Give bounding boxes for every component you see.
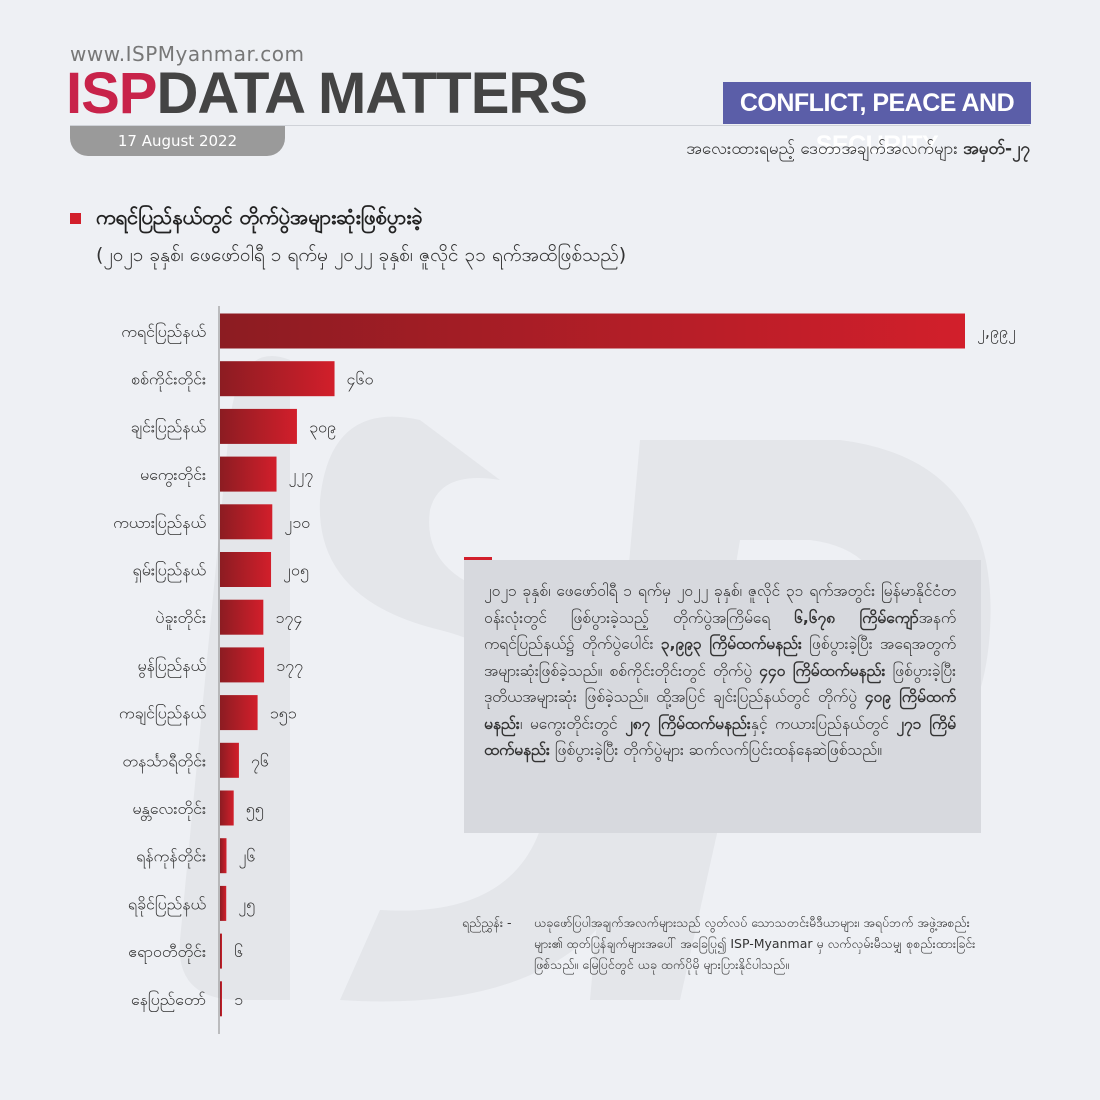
bar-8 xyxy=(220,647,265,683)
value-label: ၁၅၁ xyxy=(270,704,297,726)
bar-11 xyxy=(220,790,234,826)
category-label: မွန်ပြည်နယ် xyxy=(137,656,206,678)
category-label: ချင်းပြည်နယ် xyxy=(130,417,206,439)
category-label: နေပြည်တော် xyxy=(131,990,206,1012)
category-label: ကယားပြည်နယ် xyxy=(113,513,206,535)
issue-number: အမှတ်-၂၇ xyxy=(963,139,1030,159)
value-label: ၂,၉၉၂ xyxy=(977,322,1016,344)
note-accent-bar xyxy=(464,557,492,561)
bar-1 xyxy=(220,313,965,349)
issue-line: အလေးထားရမည့် ဒေတာအချက်အလက်များ အမှတ်-၂၇ xyxy=(686,138,1030,163)
value-label: ၂၆ xyxy=(238,847,255,869)
bar-14 xyxy=(220,933,222,969)
value-label: ၂၀၅ xyxy=(283,561,309,583)
category-label: ပဲခူးတိုင်း xyxy=(155,608,206,630)
category-label: ကရင်ပြည်နယ် xyxy=(121,322,206,344)
category-label: စစ်ကိုင်းတိုင်း xyxy=(131,370,206,392)
logo-isp-text: ISP xyxy=(66,61,157,126)
isp-data-matters-logo: ISPDATA MATTERS xyxy=(66,61,588,126)
bar-13 xyxy=(220,885,227,921)
category-label: ရှမ်းပြည်နယ် xyxy=(133,561,207,583)
category-label: တနင်္သာရီတိုင်း xyxy=(122,751,206,773)
category-label: ရခိုင်ပြည်နယ် xyxy=(128,894,207,916)
value-label: ၄၆၀ xyxy=(347,370,374,392)
category-label: မကွေးတိုင်း xyxy=(140,465,206,487)
value-label: ၆ xyxy=(234,942,243,961)
category-label: ဧရာဝတီတိုင်း xyxy=(128,942,206,964)
bar-6 xyxy=(220,552,272,587)
publish-date: 17 August 2022 xyxy=(70,126,285,156)
source-text: ယခုဖော်ပြပါအချက်အလက်များသည် လွတ်လပ် သောသ… xyxy=(534,915,976,972)
summary-note-text: ၂၀၂၁ ခုနှစ်၊ ဖေဖော်ဝါရီ ၁ ရက်မှ ၂၀၂၂ ခုန… xyxy=(484,582,957,759)
value-label: ၁၇၄ xyxy=(275,608,302,630)
chart-subtitle: (၂၀၂၁ ခုနှစ်၊ ဖေဖော်ဝါရီ ၁ ရက်မှ ၂၀၂၂ ခု… xyxy=(96,244,627,266)
header-divider xyxy=(70,125,1030,126)
bar-3 xyxy=(220,408,297,444)
value-label: ၂၂၇ xyxy=(289,465,314,487)
bar-7 xyxy=(220,599,264,635)
bar-12 xyxy=(220,838,227,874)
bar-2 xyxy=(220,361,335,397)
category-label: မန္တလေးတိုင်း xyxy=(132,799,206,821)
chart-title: ကရင်ပြည်နယ်တွင် တိုက်ပွဲအများဆုံးဖြစ်ပွာ… xyxy=(96,205,423,229)
summary-note-box xyxy=(464,560,981,833)
value-label: ၅၅ xyxy=(246,799,264,821)
category-badge: CONFLICT, PEACE AND SECURITY xyxy=(723,82,1031,159)
bar-5 xyxy=(220,504,273,540)
logo-data-matters-text: DATA MATTERS xyxy=(156,61,588,126)
value-label: ၁၇၇ xyxy=(276,656,303,678)
value-label: ၂၁၀ xyxy=(284,513,310,535)
value-label: ၇၆ xyxy=(251,751,269,773)
value-label: ၃၀၉ xyxy=(309,417,336,439)
category-label: ကချင်ပြည်နယ် xyxy=(119,704,207,726)
source-label: ရည်ညွှန်း - xyxy=(462,915,512,930)
website-url: www.ISPMyanmar.com xyxy=(70,42,305,66)
bar-15 xyxy=(220,981,222,1017)
bar-9 xyxy=(220,695,258,731)
bar-4 xyxy=(220,456,277,492)
value-label: ၂၅ xyxy=(238,894,255,916)
category-label: ရန်ကုန်တိုင်း xyxy=(136,847,206,869)
bar-10 xyxy=(220,742,239,778)
issue-label: အလေးထားရမည့် ဒေတာအချက်အလက်များ xyxy=(686,139,958,159)
title-bullet-icon xyxy=(70,213,81,224)
value-label: ၁ xyxy=(234,990,243,1009)
